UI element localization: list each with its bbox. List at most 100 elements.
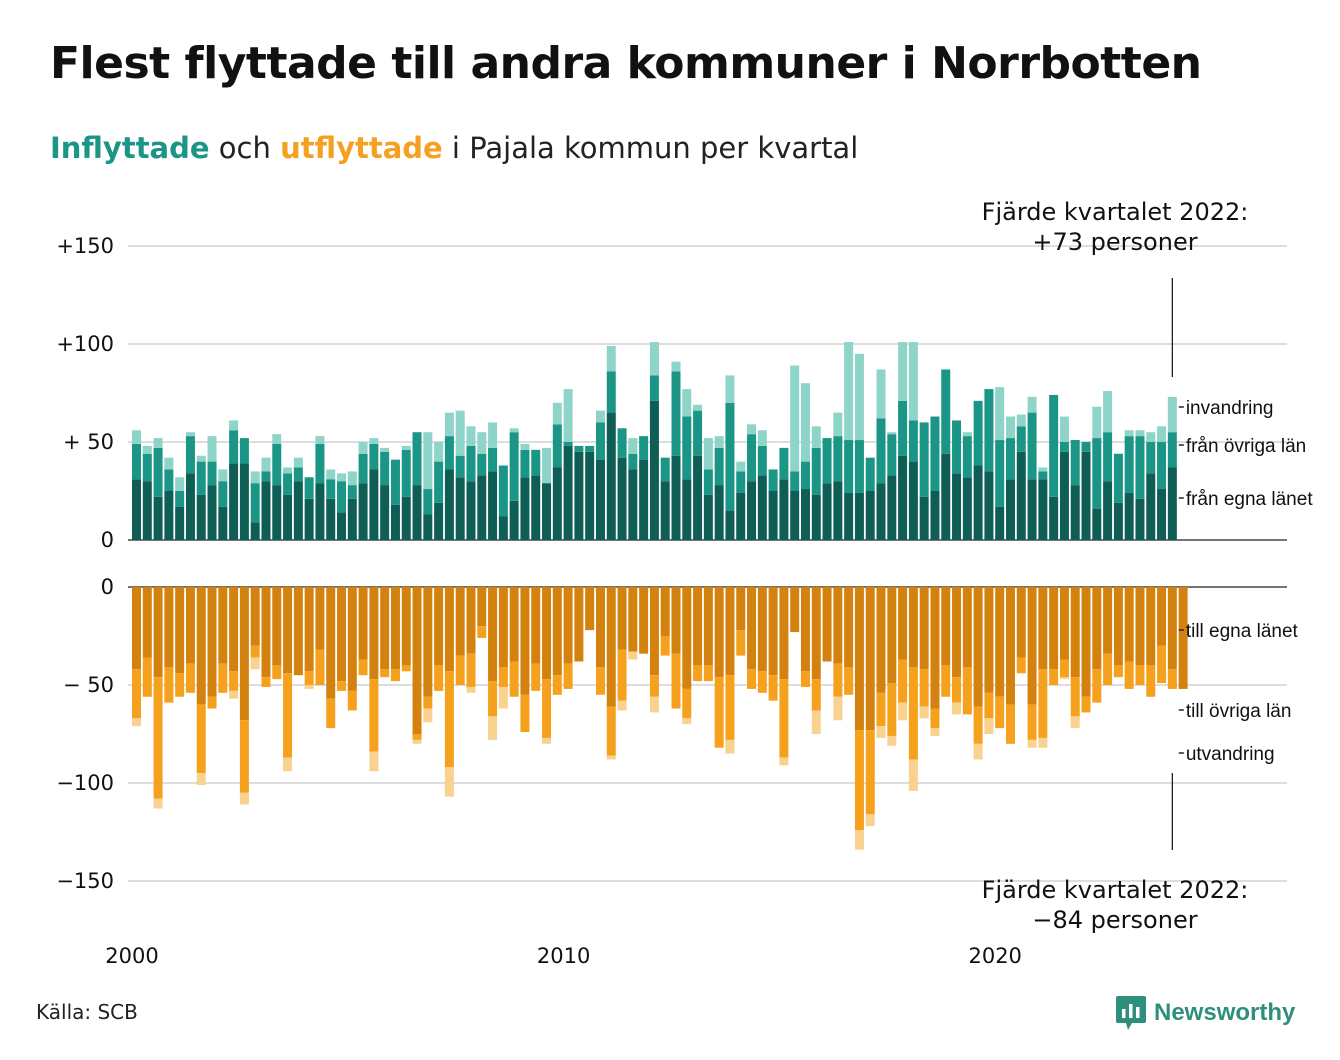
- bar-outflow-egna: [671, 587, 681, 654]
- bar-outflow-egna: [1113, 587, 1123, 666]
- bar-inflow-egna: [779, 479, 789, 540]
- y-tick-label-top: +100: [56, 332, 114, 356]
- bar-inflow-egna: [628, 469, 638, 540]
- bar-inflow-egna: [1049, 496, 1059, 540]
- bar-inflow-invandring: [196, 455, 206, 462]
- bar-inflow-egna: [304, 498, 314, 540]
- subtitle-inflyttade: Inflyttade: [50, 131, 210, 165]
- bar-outflow-egna: [1092, 587, 1102, 670]
- bar-outflow-egna: [995, 587, 1005, 697]
- bar-inflow-egna: [563, 445, 573, 540]
- bar-outflow-egna: [973, 587, 983, 707]
- bar-outflow-egna: [488, 587, 498, 682]
- bar-inflow-ovriga: [811, 447, 821, 495]
- bar-inflow-invandring: [283, 467, 293, 474]
- bar-inflow-egna: [1081, 451, 1091, 540]
- bar-outflow-utvandring: [304, 685, 314, 689]
- bar-inflow-invandring: [563, 389, 573, 442]
- grid-lines: [128, 245, 1287, 882]
- bar-inflow-egna: [142, 481, 152, 540]
- bar-inflow-egna: [822, 483, 832, 540]
- bar-inflow-egna: [347, 498, 357, 540]
- bar-outflow-ovriga: [283, 673, 293, 758]
- bar-outflow-ovriga: [477, 626, 487, 638]
- series-label-fran-ovriga-lan: från övriga län: [1186, 436, 1306, 457]
- bar-outflow-ovriga: [930, 708, 940, 729]
- bar-inflow-invandring: [509, 428, 519, 433]
- bar-outflow-utvandring: [1038, 737, 1048, 748]
- bar-inflow-ovriga: [520, 449, 530, 478]
- bar-inflow-ovriga: [919, 422, 929, 497]
- bar-inflow-ovriga: [229, 430, 239, 464]
- bar-inflow-ovriga: [1016, 426, 1026, 452]
- bar-outflow-ovriga: [1049, 669, 1059, 685]
- bar-inflow-invandring: [261, 457, 271, 472]
- bar-outflow-ovriga: [779, 679, 789, 758]
- bar-inflow-ovriga: [984, 389, 994, 472]
- y-tick-label-top: 0: [101, 528, 114, 552]
- bar-outflow-egna: [854, 587, 864, 731]
- bar-outflow-ovriga: [1146, 665, 1156, 697]
- bar-inflow-egna: [660, 481, 670, 540]
- bar-outflow-egna: [660, 587, 670, 636]
- bar-outflow-utvandring: [498, 686, 508, 709]
- bar-inflow-ovriga: [1049, 394, 1059, 497]
- newsworthy-logo-icon: [1116, 996, 1146, 1030]
- bar-inflow-invandring: [466, 426, 476, 446]
- bar-inflow-egna: [1027, 479, 1037, 540]
- brand-logo[interactable]: Newsworthy: [1116, 995, 1295, 1031]
- bar-inflow-invandring: [671, 361, 681, 372]
- bar-outflow-ovriga: [854, 730, 864, 831]
- bar-outflow-ovriga: [1081, 696, 1091, 713]
- bar-inflow-egna: [542, 483, 552, 540]
- bar-inflow-egna: [1070, 485, 1080, 540]
- bar-inflow-egna: [574, 451, 584, 540]
- bar-inflow-ovriga: [347, 485, 357, 499]
- bar-outflow-ovriga: [757, 671, 767, 693]
- bar-inflow-invandring: [488, 422, 498, 448]
- bar-outflow-ovriga: [444, 671, 454, 768]
- bar-inflow-egna: [390, 504, 400, 540]
- bar-inflow-egna: [703, 494, 713, 540]
- bar-outflow-egna: [304, 587, 314, 672]
- bar-outflow-egna: [606, 587, 616, 707]
- bar-inflow-ovriga: [412, 432, 422, 486]
- bar-outflow-egna: [747, 587, 757, 670]
- bar-inflow-ovriga: [488, 447, 498, 472]
- bar-inflow-egna: [207, 485, 217, 540]
- bar-inflow-invandring: [358, 442, 368, 454]
- bar-outflow-egna: [898, 587, 908, 660]
- bar-inflow-ovriga: [995, 440, 1005, 507]
- bar-inflow-invandring: [1038, 467, 1048, 472]
- bar-outflow-egna: [595, 587, 605, 668]
- bar-outflow-egna: [617, 587, 627, 650]
- bar-outflow-ovriga: [218, 663, 228, 693]
- bar-inflow-invandring: [703, 438, 713, 470]
- bar-inflow-ovriga: [595, 422, 605, 460]
- bar-outflow-egna: [369, 587, 379, 680]
- bar-outflow-egna: [229, 587, 239, 672]
- bar-inflow-egna: [380, 485, 390, 540]
- bar-inflow-egna: [531, 475, 541, 540]
- bar-outflow-egna: [239, 587, 249, 721]
- bar-inflow-ovriga: [552, 424, 562, 468]
- bar-inflow-ovriga: [250, 483, 260, 523]
- subtitle-och: och: [209, 131, 281, 165]
- bar-outflow-egna: [1016, 587, 1026, 658]
- bar-outflow-ovriga: [887, 683, 897, 736]
- bar-inflow-invandring: [854, 353, 864, 441]
- bar-outflow-ovriga: [466, 653, 476, 687]
- bar-inflow-invandring: [1059, 416, 1069, 442]
- bar-outflow-egna: [984, 587, 994, 693]
- bar-inflow-egna: [865, 491, 875, 540]
- y-tick-label-bottom: 0: [101, 575, 114, 599]
- bar-outflow-egna: [876, 587, 886, 693]
- bar-outflow-ovriga: [703, 665, 713, 682]
- bar-inflow-ovriga: [1103, 432, 1113, 482]
- bar-inflow-ovriga: [185, 436, 195, 474]
- bar-outflow-egna: [466, 587, 476, 654]
- bar-inflow-ovriga: [1027, 412, 1037, 480]
- bar-inflow-invandring: [175, 477, 185, 491]
- bar-inflow-egna: [800, 489, 810, 540]
- bar-inflow-invandring: [1027, 396, 1037, 413]
